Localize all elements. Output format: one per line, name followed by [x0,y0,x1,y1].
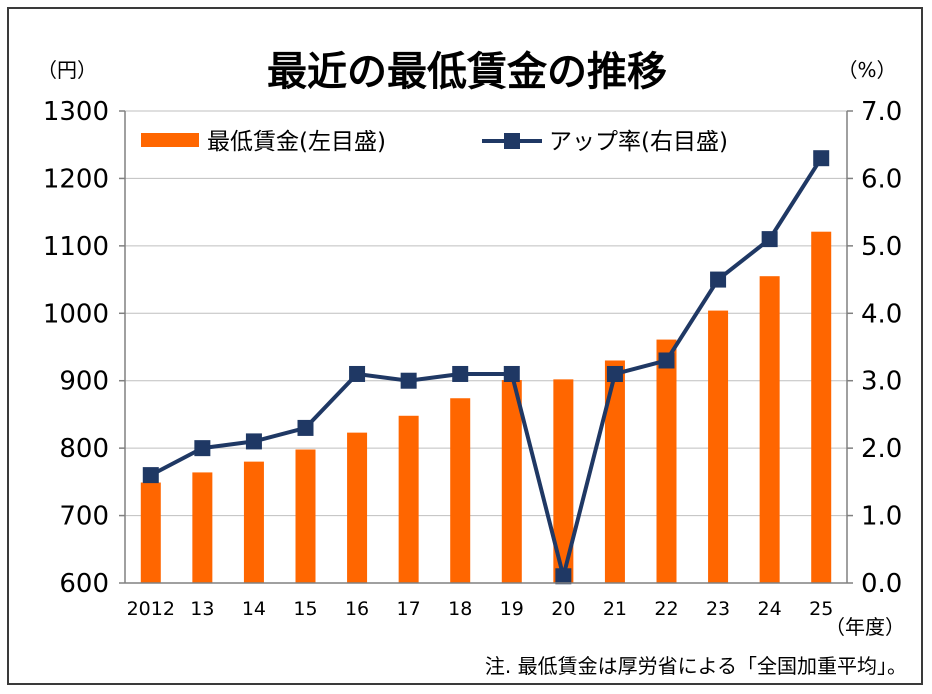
y-left-tick-label: 1100 [43,232,109,262]
x-tick-label: 16 [345,598,369,620]
x-tick-label: 15 [293,598,317,620]
y-left-unit: （円） [37,58,97,82]
y-left-tick-label: 1000 [43,299,109,329]
y-right-tick-label: 4.0 [861,299,902,329]
bar [295,449,316,583]
bar [398,415,419,583]
minimum-wage-chart: 最近の最低賃金の推移 （円） （%） （年度） 注. 最低賃金は厚労省による「全… [37,49,907,678]
tick-labels: 600 700 800 900 1000 1100 1200 1300 0.0 1.0 2.0 3.0… [43,97,903,620]
legend: 最低賃金(左目盛) アップ率(右目盛) [141,129,728,155]
axes [119,110,853,584]
line-marker [452,365,469,382]
line-marker [503,365,520,382]
line-marker [297,419,314,436]
bar [656,339,677,583]
line-marker [142,467,159,484]
bar-series [140,231,832,583]
x-tick-label: 25 [809,598,833,620]
bar [192,472,213,583]
line-marker [194,440,211,457]
bar [140,482,161,583]
y-right-tick-label: 7.0 [861,97,902,127]
line-series [142,150,830,585]
y-left-tick-label: 1300 [43,97,109,127]
x-tick-label: 13 [190,598,214,620]
bar [553,379,574,583]
line-marker [606,365,623,382]
line-marker [813,150,830,167]
y-left-tick-label: 900 [59,367,109,397]
line-marker [245,433,262,450]
bar [604,360,625,583]
y-right-tick-label: 6.0 [861,164,902,194]
bar [811,231,832,583]
y-right-tick-label: 1.0 [861,502,902,532]
bar [759,276,780,583]
x-unit: （年度） [825,615,905,639]
y-right-tick-label: 0.0 [861,569,902,599]
y-left-tick-label: 1200 [43,164,109,194]
x-tick-label: 17 [397,598,421,620]
chart-title: 最近の最低賃金の推移 [267,49,667,95]
legend-label-bar: 最低賃金(左目盛) [207,129,386,155]
line-marker [555,568,572,585]
bar [501,380,522,583]
line-marker [710,271,727,288]
y-left-tick-label: 800 [59,434,109,464]
y-right-tick-label: 2.0 [861,434,902,464]
x-tick-label: 21 [603,598,627,620]
x-tick-label: 24 [758,598,782,620]
legend-swatch-marker [504,133,520,149]
y-right-tick-label: 3.0 [861,367,902,397]
line-marker [349,365,366,382]
line-marker [761,231,778,248]
x-tick-label: 22 [654,598,678,620]
x-tick-label: 18 [448,598,472,620]
line-marker [400,372,417,389]
x-tick-label: 23 [706,598,730,620]
line-path [149,157,823,579]
gridlines [125,110,847,517]
bar [450,398,471,583]
x-tick-label: 19 [500,598,524,620]
y-right-tick-label: 5.0 [861,232,902,262]
x-tick-label: 20 [551,598,575,620]
bar [347,432,368,583]
y-left-tick-label: 600 [59,569,109,599]
legend-swatch-bar [141,133,199,147]
bar [243,461,264,583]
line-marker [658,352,675,369]
x-tick-label: 2012 [127,598,175,620]
legend-label-line: アップ率(右目盛) [549,129,728,155]
x-tick-label: 14 [242,598,266,620]
y-left-tick-label: 700 [59,502,109,532]
chart-note: 注. 最低賃金は厚労省による「全国加重平均」。 [485,654,907,678]
bar [708,310,729,583]
y-right-unit: （%） [837,58,896,82]
chart-frame: 最近の最低賃金の推移 （円） （%） （年度） 注. 最低賃金は厚労省による「全… [7,7,923,685]
